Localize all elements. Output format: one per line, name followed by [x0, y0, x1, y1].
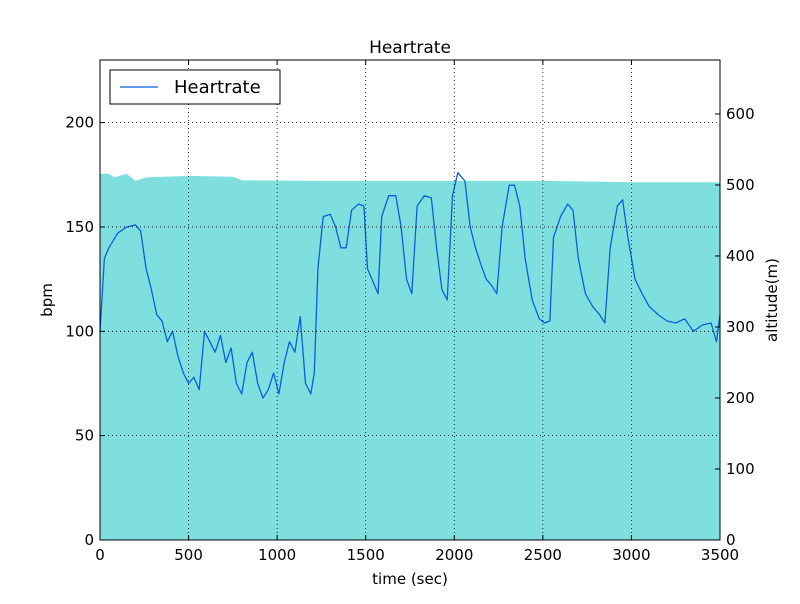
y-tick-label: 50: [75, 427, 94, 445]
y-axis-label: bpm: [38, 283, 56, 317]
y-tick-label: 100: [65, 322, 94, 340]
x-tick-label: 2500: [524, 546, 562, 564]
y2-tick-label: 0: [726, 531, 736, 549]
x-tick-label: 500: [174, 546, 203, 564]
plot-area: 0 500 1000 1500 2000 2500 3000 3500050100150200…: [65, 59, 755, 564]
y2-tick-label: 200: [726, 389, 755, 407]
y2-tick-label: 300: [726, 318, 755, 336]
chart-title: Heartrate: [369, 38, 451, 58]
x-tick-label: 1000: [258, 546, 296, 564]
y2-tick-label: 100: [726, 460, 755, 478]
heartrate-line: [99, 172, 721, 399]
y2-tick-label: 600: [726, 105, 755, 123]
y-tick-label: 0: [84, 531, 94, 549]
x-tick-label: 3000: [612, 546, 650, 564]
y2-tick-label: 400: [726, 247, 755, 265]
x-tick-label: 0: [95, 546, 105, 564]
legend-label: Heartrate: [174, 77, 261, 98]
x-axis-label: time (sec): [372, 570, 448, 588]
x-tick-label: 3500: [701, 546, 739, 564]
y2-axis-label: altitude(m): [763, 258, 781, 342]
x-tick-label: 2000: [435, 546, 473, 564]
y2-tick-label: 500: [726, 176, 755, 194]
plot-frame: [99, 59, 721, 541]
x-tick-label: 1500: [347, 546, 385, 564]
y-tick-label: 150: [65, 218, 94, 236]
y-tick-label: 200: [65, 114, 94, 132]
